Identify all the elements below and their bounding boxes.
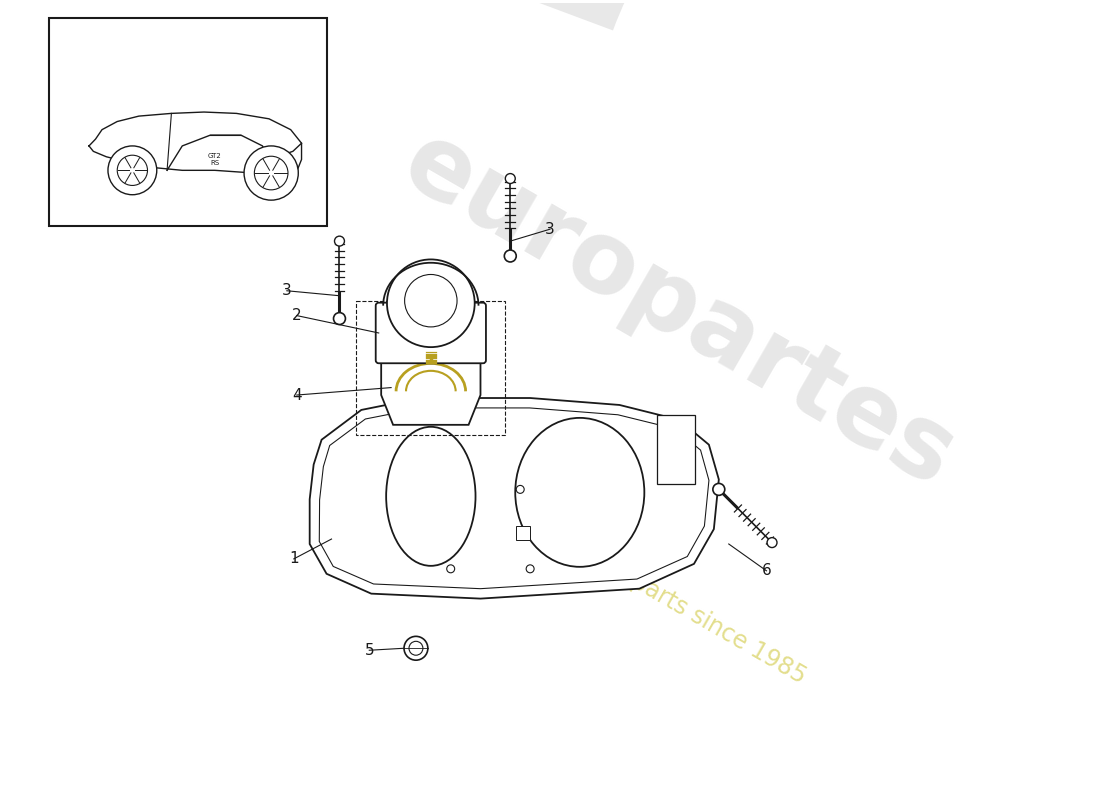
Bar [48,18,327,226]
Circle shape [767,538,777,547]
Circle shape [404,636,428,660]
Circle shape [516,486,525,494]
Circle shape [244,146,298,200]
Text: europartes: europartes [386,114,972,508]
Circle shape [405,274,458,327]
Circle shape [505,174,515,183]
Polygon shape [319,408,708,589]
Text: 6: 6 [761,563,771,578]
Text: 2: 2 [292,308,301,323]
Bar [356,301,505,434]
Text: 1: 1 [289,551,298,566]
Circle shape [254,156,288,190]
Text: 3: 3 [282,283,292,298]
Bar [658,415,695,485]
Circle shape [409,642,422,655]
Circle shape [118,155,147,186]
Circle shape [713,483,725,495]
Text: 5: 5 [364,642,374,658]
Bar [516,526,530,540]
Circle shape [333,313,345,325]
Circle shape [108,146,157,194]
Text: 4: 4 [292,387,301,402]
Circle shape [504,250,516,262]
Circle shape [526,565,535,573]
Polygon shape [382,350,481,425]
FancyBboxPatch shape [376,302,486,363]
Polygon shape [310,398,718,598]
Ellipse shape [515,418,645,567]
Circle shape [447,565,454,573]
Circle shape [387,259,475,347]
Ellipse shape [386,427,475,566]
Circle shape [334,236,344,246]
Text: a passion for parts since 1985: a passion for parts since 1985 [488,489,810,688]
Text: GT2
RS: GT2 RS [208,153,222,166]
Text: 3: 3 [546,222,554,237]
